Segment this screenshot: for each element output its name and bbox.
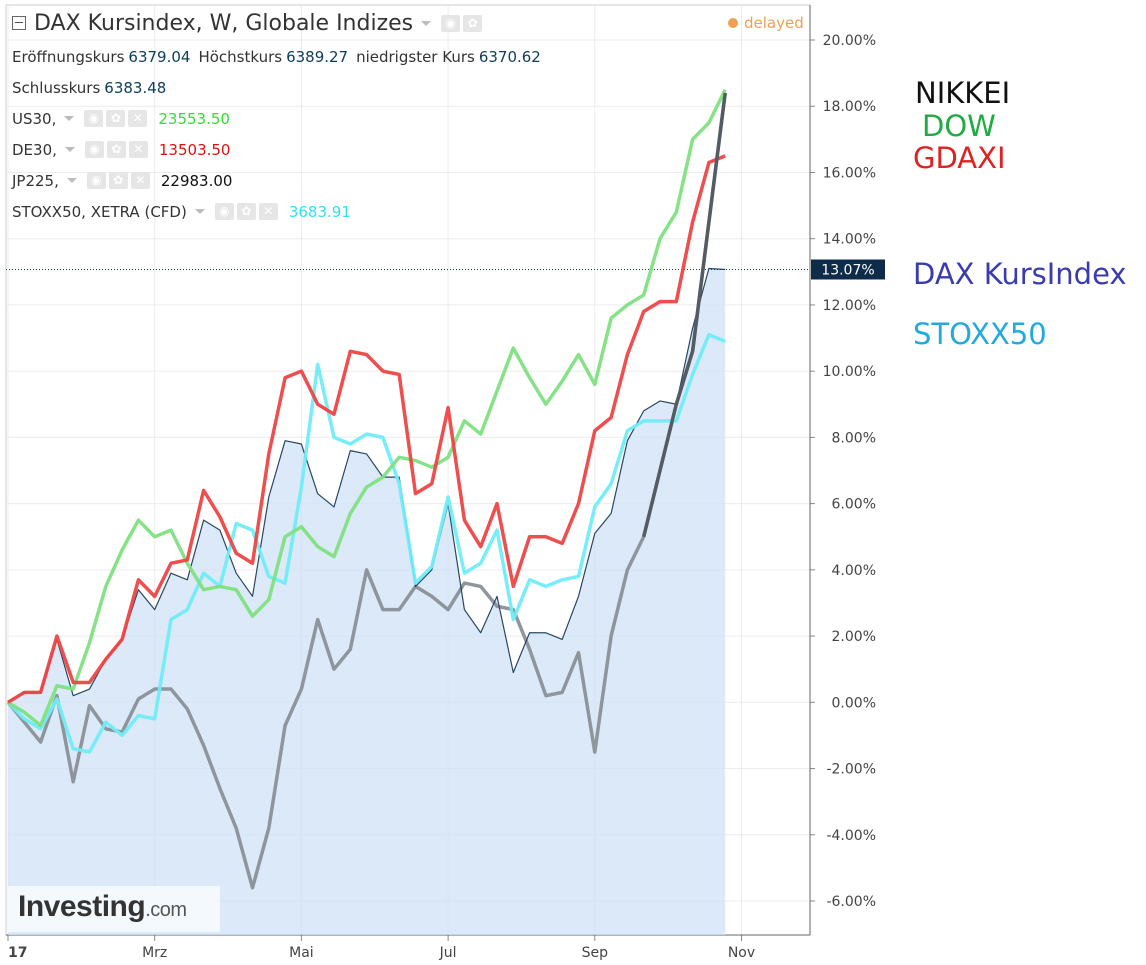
legend-row: JP225, ◉ ✿ ✕ 22983.00 <box>12 165 549 196</box>
legend-row: US30, ◉ ✿ ✕ 23553.50 <box>12 103 549 134</box>
y-tick-label: 16.00% <box>823 165 876 181</box>
side-label-dax: DAX KursIndex <box>913 257 1127 291</box>
delayed-badge: delayed <box>728 14 804 32</box>
gear-icon[interactable]: ✿ <box>236 203 256 220</box>
open-label: Eröffnungskurs <box>12 47 125 66</box>
side-label-nikkei: NIKKEI <box>915 76 1011 110</box>
y-tick-label: -6.00% <box>826 894 876 910</box>
low-value: 6370.62 <box>478 47 541 66</box>
x-tick-label: Nov <box>728 945 755 961</box>
legend-symbol: DE30, <box>12 140 57 159</box>
low-label: niedrigster Kurs <box>356 47 475 66</box>
legend-symbol: US30, <box>12 109 57 128</box>
delayed-label: delayed <box>744 14 804 32</box>
y-tick-label: 0.00% <box>832 695 876 711</box>
close-row: Schlusskurs 6383.48 <box>12 72 549 103</box>
title-row: DAX Kursindex, W, Globale Indizes ◉ ✿ <box>12 8 549 39</box>
high-value: 6389.27 <box>286 47 349 66</box>
legend-series: US30, ◉ ✿ ✕ 23553.50 DE30, ◉ ✿ ✕ 13503.50 JP225, ◉ ✿… <box>12 103 549 227</box>
eye-icon[interactable]: ◉ <box>84 110 104 127</box>
high-label: Höchstkurs <box>198 47 283 66</box>
delayed-dot <box>728 18 738 28</box>
legend-value: 13503.50 <box>158 140 231 159</box>
logo-background <box>8 886 220 932</box>
chevron-down-icon[interactable] <box>64 116 75 121</box>
logo-suffix: .com <box>145 899 187 921</box>
chevron-down-icon[interactable] <box>421 21 432 26</box>
y-tick-label: 18.00% <box>823 99 876 115</box>
close-icon[interactable]: ✕ <box>128 141 148 158</box>
y-tick-label: -2.00% <box>826 762 876 778</box>
y-tick-label: 4.00% <box>832 563 876 579</box>
series-line <box>6 332 726 754</box>
legend-row: DE30, ◉ ✿ ✕ 13503.50 <box>12 134 549 165</box>
y-tick-label: 6.00% <box>832 497 876 513</box>
collapse-icon[interactable] <box>12 15 26 30</box>
y-tick-label: 10.00% <box>823 364 876 380</box>
x-tick-label: Mai <box>289 945 314 961</box>
y-tick-label: 12.00% <box>823 298 876 314</box>
close-icon[interactable]: ✕ <box>258 203 278 220</box>
y-tick-label: 20.00% <box>823 33 876 49</box>
side-label-gdaxi: GDAXI <box>913 141 1006 175</box>
x-tick-label: 17 <box>8 945 27 961</box>
series-line-emphasis <box>642 92 727 538</box>
chart-frame: 20.00% 18.00% 16.00% 14.00% 12.00% 10.00% 8.00… <box>5 4 885 961</box>
investing-logo: Investing.com <box>18 890 187 924</box>
x-tick-label: Sep <box>582 945 609 961</box>
gear-icon[interactable]: ✿ <box>106 141 126 158</box>
gear-icon[interactable]: ✿ <box>463 15 483 32</box>
side-label-dow: DOW <box>922 109 996 143</box>
y-tick-label: 2.00% <box>832 629 876 645</box>
ohlc-row: Eröffnungskurs 6379.04 Höchstkurs 6389.2… <box>12 41 549 72</box>
close-icon[interactable]: ✕ <box>130 172 150 189</box>
current-value-box <box>811 259 885 280</box>
legend-value: 3683.91 <box>288 202 351 221</box>
chart-title: DAX Kursindex, W, Globale Indizes <box>34 11 414 36</box>
x-tick-label: Jul <box>439 945 457 961</box>
legend-symbol: JP225, <box>12 171 59 190</box>
gear-icon[interactable]: ✿ <box>106 110 126 127</box>
open-value: 6379.04 <box>128 47 191 66</box>
y-tick-label: -4.00% <box>826 828 876 844</box>
gear-icon[interactable]: ✿ <box>108 172 128 189</box>
legend-value: 23553.50 <box>158 109 230 128</box>
y-tick-label: 14.00% <box>823 232 876 248</box>
series-line <box>7 154 726 704</box>
close-value: 6383.48 <box>104 78 167 97</box>
eye-icon[interactable]: ◉ <box>86 172 106 189</box>
current-value-label: 13.07% <box>821 262 874 278</box>
logo-text: Investing <box>18 890 146 923</box>
y-tick-label: 8.00% <box>832 430 876 446</box>
chart-svg: 20.00% 18.00% 16.00% 14.00% 12.00% 10.00% 8.00… <box>5 4 885 961</box>
legend-symbol: STOXX50, XETRA (CFD) <box>12 202 187 221</box>
legend-row: STOXX50, XETRA (CFD) ◉ ✿ ✕ 3683.91 <box>12 196 549 227</box>
chevron-down-icon[interactable] <box>194 209 205 214</box>
chevron-down-icon[interactable] <box>64 147 75 152</box>
eye-icon[interactable]: ◉ <box>84 141 104 158</box>
series-line <box>7 88 727 728</box>
chevron-down-icon[interactable] <box>66 178 77 183</box>
area-dax-fill <box>8 268 726 935</box>
legend-value: 22983.00 <box>160 171 233 190</box>
series-line <box>6 92 727 890</box>
close-label: Schlusskurs <box>12 78 101 97</box>
side-label-stoxx: STOXX50 <box>913 317 1047 351</box>
close-icon[interactable]: ✕ <box>128 110 148 127</box>
eye-icon[interactable]: ◉ <box>441 15 461 32</box>
eye-icon[interactable]: ◉ <box>214 203 234 220</box>
legend: DAX Kursindex, W, Globale Indizes ◉ ✿ Erö… <box>12 8 549 227</box>
x-tick-label: Mrz <box>142 945 167 961</box>
